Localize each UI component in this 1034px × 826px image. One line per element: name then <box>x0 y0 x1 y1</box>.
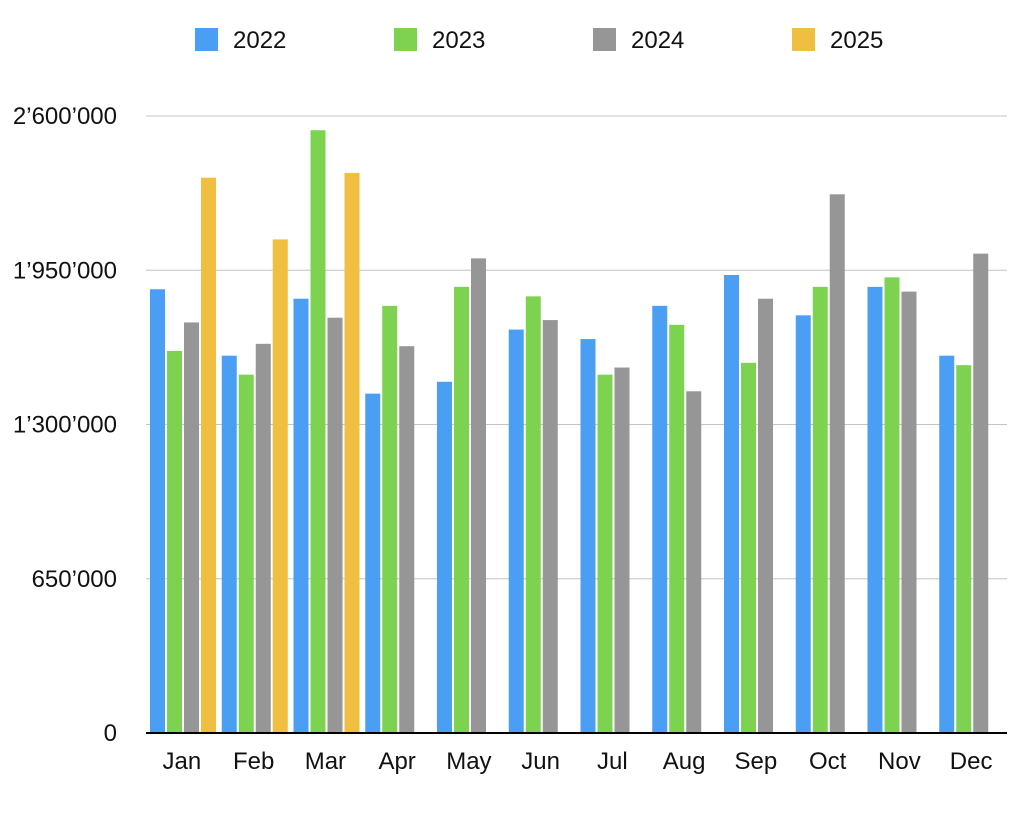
bar-2023-jun <box>525 296 541 733</box>
bar-2024-nov <box>901 291 917 733</box>
x-tick-label: Sep <box>735 748 778 775</box>
x-tick-label: Jun <box>521 748 560 775</box>
x-axis: Jan Feb Mar Apr May Jun Jul Aug Sep Oct Nov Dec <box>163 748 993 775</box>
bar-2024-jun <box>542 320 558 733</box>
bar-2022-sep <box>724 274 739 733</box>
bar-2022-mar <box>293 298 309 733</box>
legend-swatch-2023 <box>394 28 417 51</box>
legend-swatch-2022 <box>195 28 218 51</box>
bar-2023-jan <box>167 350 182 733</box>
legend-swatch-2024 <box>593 28 616 51</box>
bar-2022-dec <box>939 355 955 733</box>
x-tick-label: Dec <box>950 748 993 775</box>
x-tick-label: May <box>446 748 491 775</box>
legend-label-2024: 2024 <box>631 27 684 54</box>
legend-label-2025: 2025 <box>830 27 883 54</box>
bar-2022-aug <box>652 305 668 733</box>
bar-2023-apr <box>382 305 398 733</box>
x-tick-label: Mar <box>305 748 346 775</box>
bar-2024-aug <box>686 391 702 733</box>
y-tick-label: 0 <box>104 720 117 747</box>
bar-2022-feb <box>221 355 237 733</box>
y-tick-label: 1’950’000 <box>13 257 117 284</box>
bar-2024-oct <box>829 194 845 734</box>
x-tick-label: Aug <box>663 748 706 775</box>
bar-2022-may <box>437 381 452 733</box>
bar-2022-jan <box>150 289 165 733</box>
x-tick-label: Apr <box>378 748 415 775</box>
bar-2023-may <box>454 286 469 733</box>
gridlines <box>146 115 1007 580</box>
bar-2023-aug <box>669 324 685 733</box>
bar-2023-mar <box>310 130 326 733</box>
x-tick-label: Feb <box>233 748 274 775</box>
bar-2023-feb <box>238 374 254 733</box>
bar-2022-apr <box>365 393 381 733</box>
bar-2025-feb <box>272 239 288 733</box>
bar-2024-mar <box>327 317 343 733</box>
legend-label-2022: 2022 <box>233 27 286 54</box>
x-tick-label: Oct <box>809 748 847 775</box>
bar-2023-dec <box>956 365 972 733</box>
bar-2022-jun <box>508 329 524 733</box>
x-tick-label: Jul <box>597 748 628 775</box>
chart-legend: 2022 2023 2024 2025 <box>195 27 883 54</box>
x-tick-label: Jan <box>163 748 202 775</box>
y-tick-label: 650’000 <box>32 566 117 593</box>
bar-2024-apr <box>399 346 415 733</box>
legend-swatch-2025 <box>792 28 815 51</box>
legend-label-2023: 2023 <box>432 27 485 54</box>
y-tick-label: 1’300’000 <box>13 412 117 439</box>
bar-2023-sep <box>741 362 756 733</box>
bar-2023-nov <box>884 277 900 733</box>
bar-2022-jul <box>580 339 596 733</box>
bar-2024-sep <box>758 298 773 733</box>
bar-2022-oct <box>795 315 811 733</box>
x-tick-label: Nov <box>878 748 921 775</box>
bar-2022-nov <box>867 286 883 733</box>
bar-2024-jan <box>184 322 199 733</box>
bar-2024-feb <box>255 343 271 733</box>
bar-2025-jan <box>201 177 216 733</box>
bar-2024-jul <box>614 367 630 733</box>
bar-2023-oct <box>812 286 828 733</box>
bar-2024-may <box>471 258 486 733</box>
bars <box>150 130 989 734</box>
bar-2023-jul <box>597 374 613 733</box>
bar-2025-mar <box>344 172 360 733</box>
y-axis: 0 650’000 1’300’000 1’950’000 2’600’000 <box>13 103 117 747</box>
y-tick-label: 2’600’000 <box>13 103 117 130</box>
bar-2024-dec <box>973 253 989 733</box>
